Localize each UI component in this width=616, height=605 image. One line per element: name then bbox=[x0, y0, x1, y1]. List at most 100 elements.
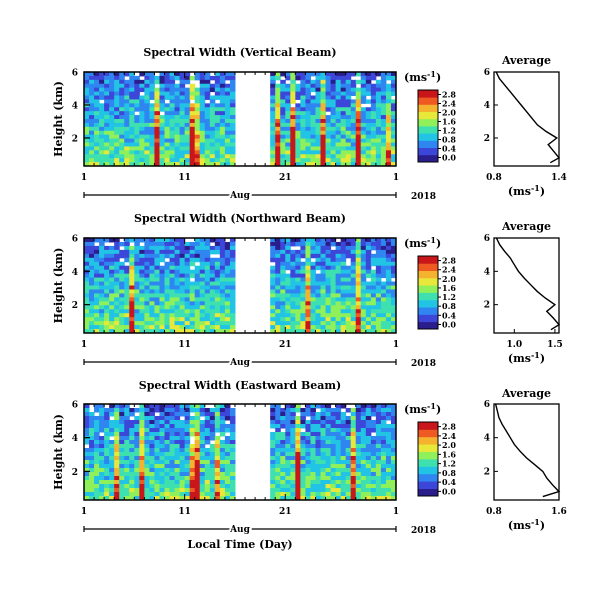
heatmap-cell bbox=[154, 309, 160, 314]
heatmap-cell bbox=[390, 436, 397, 441]
heatmap-cell bbox=[214, 249, 221, 255]
heatmap-cell bbox=[114, 241, 120, 247]
heatmap-cell bbox=[325, 126, 332, 132]
heatmap-cell bbox=[149, 432, 155, 437]
colorbar-swatch bbox=[418, 256, 438, 264]
heatmap-cell bbox=[189, 158, 196, 163]
heatmap-cell bbox=[224, 130, 231, 136]
heatmap-cell bbox=[84, 95, 90, 100]
heatmap-cell bbox=[335, 115, 342, 120]
x-tick-label: 1 bbox=[81, 173, 87, 183]
heatmap-cell bbox=[300, 154, 306, 159]
heatmap-cell bbox=[204, 408, 211, 413]
heatmap-cell bbox=[295, 253, 301, 259]
heatmap-cell bbox=[285, 111, 291, 116]
heatmap-cell bbox=[300, 238, 306, 243]
heatmap-cell bbox=[315, 79, 322, 85]
heatmap-cell bbox=[209, 468, 216, 473]
heatmap-cell bbox=[370, 321, 377, 326]
heatmap-cell bbox=[114, 496, 120, 501]
heatmap-cell bbox=[320, 444, 327, 449]
heatmap-cell bbox=[89, 91, 95, 96]
heatmap-cell bbox=[275, 277, 281, 283]
heatmap-cell bbox=[325, 249, 332, 255]
heatmap-cell bbox=[335, 72, 342, 77]
heatmap-cell bbox=[199, 83, 206, 89]
heatmap-cell bbox=[164, 142, 171, 147]
heatmap-cell bbox=[350, 154, 357, 159]
heatmap-cell bbox=[199, 95, 206, 100]
heatmap-cell bbox=[275, 408, 281, 413]
heatmap-cell bbox=[179, 484, 186, 489]
heatmap-cell bbox=[325, 484, 332, 489]
heatmap-cell bbox=[275, 285, 281, 290]
y-tick-label: 4 bbox=[72, 434, 78, 444]
heatmap-cell bbox=[179, 107, 186, 112]
heatmap-cell bbox=[179, 321, 186, 326]
heatmap-cell bbox=[360, 162, 367, 167]
heatmap-cell bbox=[270, 408, 276, 413]
heatmap-cell bbox=[109, 130, 115, 136]
average-unit-label: (ms-1) bbox=[508, 183, 545, 198]
heatmap-cell bbox=[114, 480, 120, 485]
heatmap-cell bbox=[380, 428, 387, 433]
heatmap-cell bbox=[370, 269, 377, 275]
heatmap-cell bbox=[104, 72, 110, 77]
heatmap-cell bbox=[139, 313, 145, 318]
heatmap-cell bbox=[330, 285, 337, 290]
heatmap-cell bbox=[330, 496, 337, 501]
heatmap-cell bbox=[119, 440, 125, 445]
heatmap-cell bbox=[385, 281, 392, 286]
heatmap-cell bbox=[219, 249, 226, 255]
heatmap-cell bbox=[109, 142, 115, 147]
heatmap-cell bbox=[164, 83, 171, 89]
heatmap-cell bbox=[104, 150, 110, 155]
heatmap-cell bbox=[295, 122, 301, 128]
heatmap-cell bbox=[224, 83, 231, 89]
heatmap-cell bbox=[350, 468, 357, 473]
heatmap-cell bbox=[385, 83, 392, 89]
heatmap-cell bbox=[330, 464, 337, 469]
heatmap-cell bbox=[380, 130, 387, 136]
heatmap-cell bbox=[89, 301, 95, 306]
heatmap-cell bbox=[104, 424, 110, 429]
heatmap-cell bbox=[380, 492, 387, 497]
heatmap-cell bbox=[335, 91, 342, 96]
heatmap-cell bbox=[124, 265, 130, 271]
heatmap-cell bbox=[224, 305, 231, 310]
heatmap-cell bbox=[385, 317, 392, 322]
heatmap-cell bbox=[285, 404, 291, 409]
heatmap-cell bbox=[385, 72, 392, 77]
heatmap-cell bbox=[134, 142, 140, 147]
heatmap-cell bbox=[164, 313, 171, 318]
heatmap-cell bbox=[320, 285, 327, 290]
heatmap-cell bbox=[330, 313, 337, 318]
heatmap-cell bbox=[139, 496, 145, 501]
heatmap-cell bbox=[209, 329, 216, 334]
heatmap-cell bbox=[285, 301, 291, 306]
heatmap-cell bbox=[290, 87, 296, 93]
heatmap-cell bbox=[114, 440, 120, 445]
heatmap-cell bbox=[209, 313, 216, 318]
heatmap-cell bbox=[184, 72, 191, 77]
heatmap-cell bbox=[134, 460, 140, 465]
heatmap-cell bbox=[340, 245, 347, 251]
heatmap-cell bbox=[219, 115, 226, 120]
heatmap-cell bbox=[370, 83, 377, 89]
heatmap-cell bbox=[159, 305, 166, 310]
heatmap-cell bbox=[305, 329, 311, 334]
heatmap-cell bbox=[330, 440, 337, 445]
heatmap-cell bbox=[219, 448, 226, 453]
heatmap-cell bbox=[330, 273, 337, 279]
heatmap-cell bbox=[320, 329, 327, 334]
heatmap-cell bbox=[300, 126, 306, 132]
heatmap-cell bbox=[209, 432, 216, 437]
y-axis-label: Height (km) bbox=[52, 81, 65, 157]
heatmap-cell bbox=[104, 488, 110, 493]
heatmap-cell bbox=[280, 253, 286, 259]
heatmap-cell bbox=[129, 281, 135, 286]
heatmap-cell bbox=[280, 154, 286, 159]
heatmap-cell bbox=[199, 130, 206, 136]
heatmap-cell bbox=[159, 309, 166, 314]
heatmap-cell bbox=[355, 154, 362, 159]
